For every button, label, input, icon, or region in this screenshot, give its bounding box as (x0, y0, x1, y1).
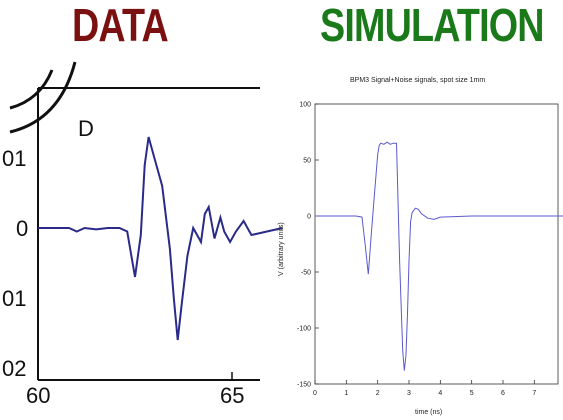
simulation-y-axis-label: V (arbitrary units) (278, 222, 285, 276)
simulation-y-tick-label: 50 (303, 158, 311, 165)
simulation-x-tick-label: 1 (344, 390, 348, 397)
data-y-ticks: 01 0 01 02 (2, 146, 28, 381)
data-arc-decoration-inner (9, 69, 54, 110)
simulation-x-ticks: 0 1 2 3 4 5 6 7 (313, 380, 536, 397)
simulation-x-tick-label: 5 (470, 390, 474, 397)
simulation-x-tick-label: 6 (501, 390, 505, 397)
data-y-tick-label: 0 (16, 216, 28, 241)
simulation-x-axis-label: time (ns) (415, 409, 442, 416)
simulation-frame (314, 103, 559, 385)
simulation-y-tick-label: 100 (299, 102, 311, 109)
data-x-tick-label: 60 (26, 383, 50, 408)
simulation-y-tick-label: -100 (297, 326, 311, 333)
data-arc-decoration (9, 61, 77, 134)
data-y-tick-label: 01 (2, 146, 26, 171)
simulation-y-tick-label: -150 (297, 382, 311, 389)
data-y-tick-label: 02 (2, 356, 26, 381)
simulation-x-tick-label: 3 (407, 390, 411, 397)
simulation-heading: SIMULATION (320, 0, 545, 51)
simulation-y-ticks: 100 50 0 -50 -100 -150 (297, 102, 319, 389)
simulation-y-tick-label: 0 (307, 214, 311, 221)
data-heading: DATA (72, 0, 169, 51)
data-signal-line (38, 136, 283, 341)
data-x-ticks: 60 65 (26, 372, 244, 408)
simulation-title: BPM3 Signal+Noise signals, spot size 1mm (350, 77, 485, 84)
data-panel: D 01 0 01 02 60 65 (2, 61, 283, 408)
simulation-x-tick-label: 0 (313, 390, 317, 397)
simulation-x-tick-label: 4 (438, 390, 442, 397)
data-x-tick-label: 65 (220, 383, 244, 408)
simulation-y-tick-label: -50 (301, 270, 311, 277)
simulation-signal-line (315, 141, 563, 371)
simulation-panel: BPM3 Signal+Noise signals, spot size 1mm… (278, 77, 563, 416)
simulation-x-tick-label: 7 (532, 390, 536, 397)
data-panel-letter: D (78, 116, 94, 141)
data-y-tick-label: 01 (2, 286, 26, 311)
simulation-x-tick-label: 2 (376, 390, 380, 397)
